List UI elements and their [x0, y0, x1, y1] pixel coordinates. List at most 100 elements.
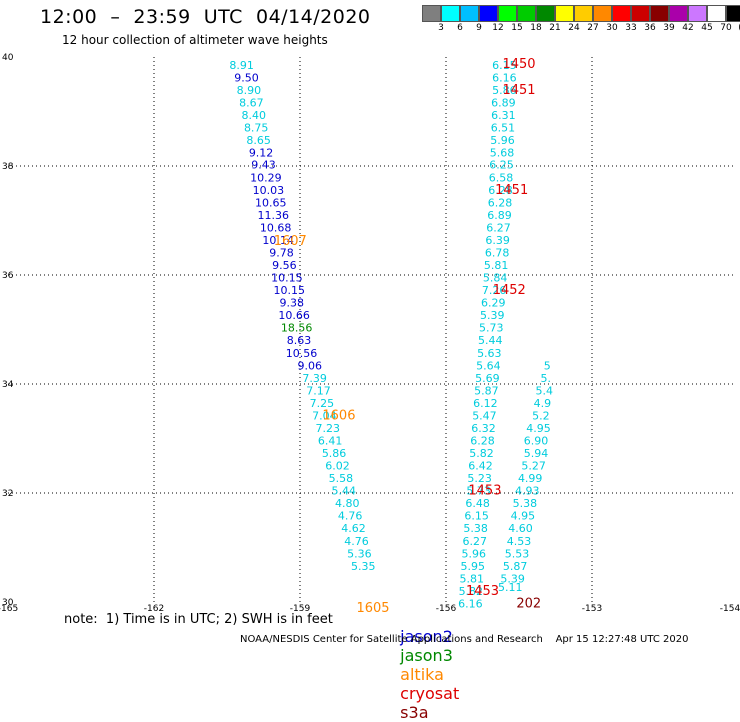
- wave-height-label: 5.11: [498, 581, 523, 594]
- wave-height-label: 4.95: [526, 422, 551, 435]
- wave-height-label: 10.56: [286, 347, 318, 360]
- color-scale-label: 18: [530, 23, 542, 33]
- y-tick-label: 30: [2, 598, 14, 608]
- wave-height-label: 5.86: [322, 447, 347, 460]
- wave-height-label: 5.68: [490, 147, 515, 160]
- wave-height-label: 10.14: [262, 234, 294, 247]
- legend-altika: altika: [400, 665, 444, 684]
- color-swatch: [555, 5, 574, 22]
- wave-height-label: 5.94: [524, 447, 549, 460]
- wave-height-label: 5.87: [474, 384, 499, 397]
- time-label: 1453: [466, 584, 499, 599]
- color-swatch: [631, 5, 650, 22]
- wave-height-label: 4.62: [341, 522, 366, 535]
- wave-height-label: 6.12: [473, 397, 498, 410]
- wave-height-label: 8.75: [244, 122, 269, 135]
- x-tick-label: -159: [290, 604, 311, 614]
- color-swatch: [536, 5, 555, 22]
- y-tick-label: 36: [2, 271, 14, 281]
- wave-height-label: 5.: [541, 372, 552, 385]
- time-label: 1605: [356, 601, 389, 616]
- wave-height-label: 6.16: [492, 72, 517, 85]
- wave-height-label: 10.15: [274, 284, 306, 297]
- wave-height-label: 10.65: [255, 196, 287, 209]
- wave-height-label: 5: [544, 359, 551, 372]
- color-scale-label: 36: [644, 23, 656, 33]
- wave-height-label: 6.27: [462, 535, 487, 548]
- wave-height-label: 5.86: [492, 84, 517, 97]
- wave-height-label: 9.56: [272, 259, 297, 272]
- color-swatch: [593, 5, 612, 22]
- wave-height-label: 5.82: [469, 447, 494, 460]
- wave-height-label: 10.15: [271, 272, 303, 285]
- x-tick-label: -162: [144, 604, 164, 614]
- wave-height-label: 6.28: [470, 434, 495, 447]
- time-label: 1451: [495, 183, 528, 198]
- wave-height-label: 5.82: [459, 585, 484, 598]
- wave-height-label: 7.26: [482, 284, 507, 297]
- footer-timestamp: Apr 15 12:27:48 UTC 2020: [555, 634, 689, 645]
- wave-height-label: 4.99: [518, 472, 543, 485]
- time-label: 1452: [493, 283, 526, 298]
- color-swatch: [517, 5, 536, 22]
- color-scale-label: 30: [606, 23, 618, 33]
- wave-height-label: 10.29: [250, 171, 282, 184]
- wave-height-label: 5.44: [332, 485, 357, 498]
- legend-cryosat: cryosat: [400, 684, 460, 703]
- wave-height-label: 6.58: [489, 171, 514, 184]
- wave-height-label: 11.36: [257, 209, 289, 222]
- wave-height-label: 4.80: [335, 497, 360, 510]
- wave-height-label: 6.28: [488, 184, 513, 197]
- color-scale-label: 9: [476, 23, 482, 33]
- wave-height-label: 6.16: [458, 597, 483, 610]
- wave-height-label: 6.32: [471, 422, 496, 435]
- wave-height-label: 6.89: [491, 97, 516, 110]
- wave-height-label: 4.9: [534, 397, 552, 410]
- wave-height-label: 9.78: [269, 246, 294, 259]
- wave-height-label: 5.87: [503, 560, 528, 573]
- x-tick-label: -165: [0, 604, 18, 614]
- color-swatch: [479, 5, 498, 22]
- wave-height-label: 7.04: [312, 409, 337, 422]
- wave-height-label: 7.17: [306, 384, 331, 397]
- color-swatch: [650, 5, 669, 22]
- wave-height-label: 5.39: [500, 572, 525, 585]
- y-tick-label: 32: [2, 489, 13, 499]
- wave-height-label: 5.58: [329, 472, 354, 485]
- color-swatch: [574, 5, 593, 22]
- wave-height-label: 8.67: [239, 97, 264, 110]
- wave-height-label: 10.66: [278, 309, 310, 322]
- wave-height-label: 7.39: [302, 372, 327, 385]
- wave-height-label: 5.96: [490, 134, 515, 147]
- wave-height-label: 6.42: [468, 460, 493, 473]
- wave-height-label: 5.81: [460, 572, 485, 585]
- time-label: 1453: [468, 484, 501, 499]
- wave-height-label: 5.53: [505, 547, 530, 560]
- wave-height-label: 5.23: [467, 472, 492, 485]
- color-scale-label: 70: [720, 23, 732, 33]
- wave-height-label: 5.95: [461, 560, 486, 573]
- wave-height-label: 5.81: [484, 259, 509, 272]
- color-swatch: [669, 5, 688, 22]
- color-swatch: [612, 5, 631, 22]
- color-scale-label: 6: [457, 23, 463, 33]
- wave-height-label: 4.53: [507, 535, 532, 548]
- color-scale-label: 33: [625, 23, 637, 33]
- color-scale-label: 39: [663, 23, 675, 33]
- wave-height-label: 5.27: [521, 460, 546, 473]
- wave-height-label: 5.4: [536, 384, 554, 397]
- wave-height-label: 6.27: [486, 221, 511, 234]
- wave-height-label: 8.91: [229, 59, 254, 72]
- wave-height-label: 5.2: [532, 409, 550, 422]
- footer: NOAA/NESDIS Center for Satellite Applica…: [240, 634, 689, 645]
- wave-height-label: 18.56: [281, 322, 313, 335]
- wave-height-label: 9.12: [249, 147, 274, 160]
- wave-height-label: 5.84: [483, 272, 508, 285]
- chart-subtitle: 12 hour collection of altimeter wave hei…: [62, 33, 328, 47]
- time-label: 202: [516, 596, 541, 611]
- color-scale-label: 45: [701, 23, 713, 33]
- wave-height-label: 5.69: [475, 372, 500, 385]
- color-swatch: [707, 5, 726, 22]
- wave-height-label: 5.38: [463, 522, 488, 535]
- wave-height-label: 6.39: [485, 234, 510, 247]
